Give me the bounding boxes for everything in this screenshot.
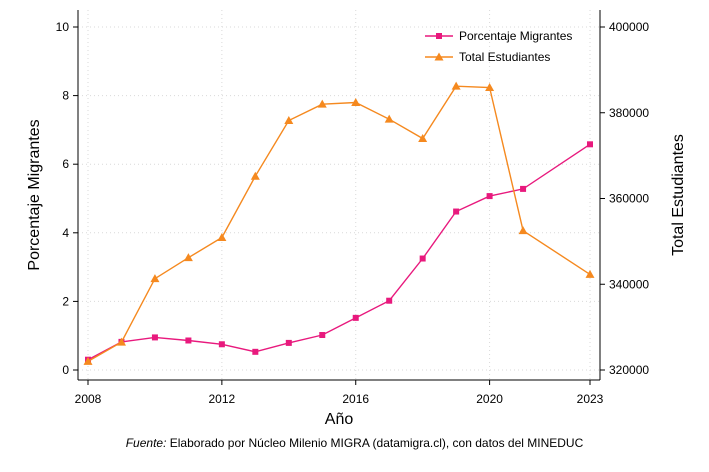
data-point [587,141,593,148]
x-tick-label: 2020 [476,392,503,406]
y-left-axis-title: Porcentaje Migrantes [26,119,43,270]
x-tick-label: 2008 [75,392,102,406]
series-line [87,85,591,363]
data-point [518,226,528,235]
data-point [319,332,326,339]
data-point [520,185,527,192]
data-point [486,193,493,200]
y-left-tick-label: 8 [62,89,69,103]
data-point [185,337,192,344]
legend-marker [436,33,442,39]
legend-label: Porcentaje Migrantes [459,29,572,43]
x-axis-title: Año [325,411,354,428]
data-point [352,314,359,321]
series-layer [83,81,595,365]
data-point [451,81,461,90]
series-line [87,143,591,361]
data-point [485,82,495,91]
data-point [218,341,225,348]
source-text: Elaborado por Núcleo Milenio MIGRA (data… [166,436,584,450]
y-right-tick-label: 380000 [609,106,649,120]
data-point [252,348,259,355]
data-point [285,339,292,346]
data-point [217,233,227,242]
x-tick-label: 2016 [342,392,369,406]
y-right-tick-label: 360000 [609,192,649,206]
data-point [150,274,160,283]
legend-label: Total Estudiantes [459,50,550,64]
data-point [151,334,158,341]
data-point [585,269,595,278]
y-right-tick-label: 400000 [609,20,649,34]
source-note: Fuente: Elaborado por Núcleo Milenio MIG… [0,436,709,450]
data-point [317,99,327,108]
data-point [384,114,394,123]
data-point [83,356,93,365]
y-left-tick-label: 4 [62,226,69,240]
x-tick-label: 2012 [209,392,236,406]
data-point [116,337,126,346]
legend-marker [434,52,444,61]
y-left-tick-label: 0 [62,363,69,377]
axes: 0 2 4 6 8 10 320000 340000 360000 380000 400000 200… [56,10,649,406]
data-point [284,115,294,124]
source-label: Fuente: [125,436,167,450]
grid [78,10,600,380]
data-point [386,297,393,304]
y-right-tick-label: 340000 [609,277,649,291]
legend: Porcentaje Migrantes Total Estudiantes [425,29,572,64]
y-left-tick-label: 10 [56,20,70,34]
y-right-axis-title: Total Estudiantes [670,134,687,256]
y-left-tick-label: 2 [62,294,69,308]
y-left-tick-label: 6 [62,157,69,171]
data-point [419,255,426,262]
data-point [183,253,193,262]
x-tick-label: 2023 [577,392,604,406]
data-point [453,208,460,215]
y-right-tick-label: 320000 [609,363,649,377]
data-point [351,97,361,106]
data-point [250,171,260,180]
data-point [418,133,428,142]
